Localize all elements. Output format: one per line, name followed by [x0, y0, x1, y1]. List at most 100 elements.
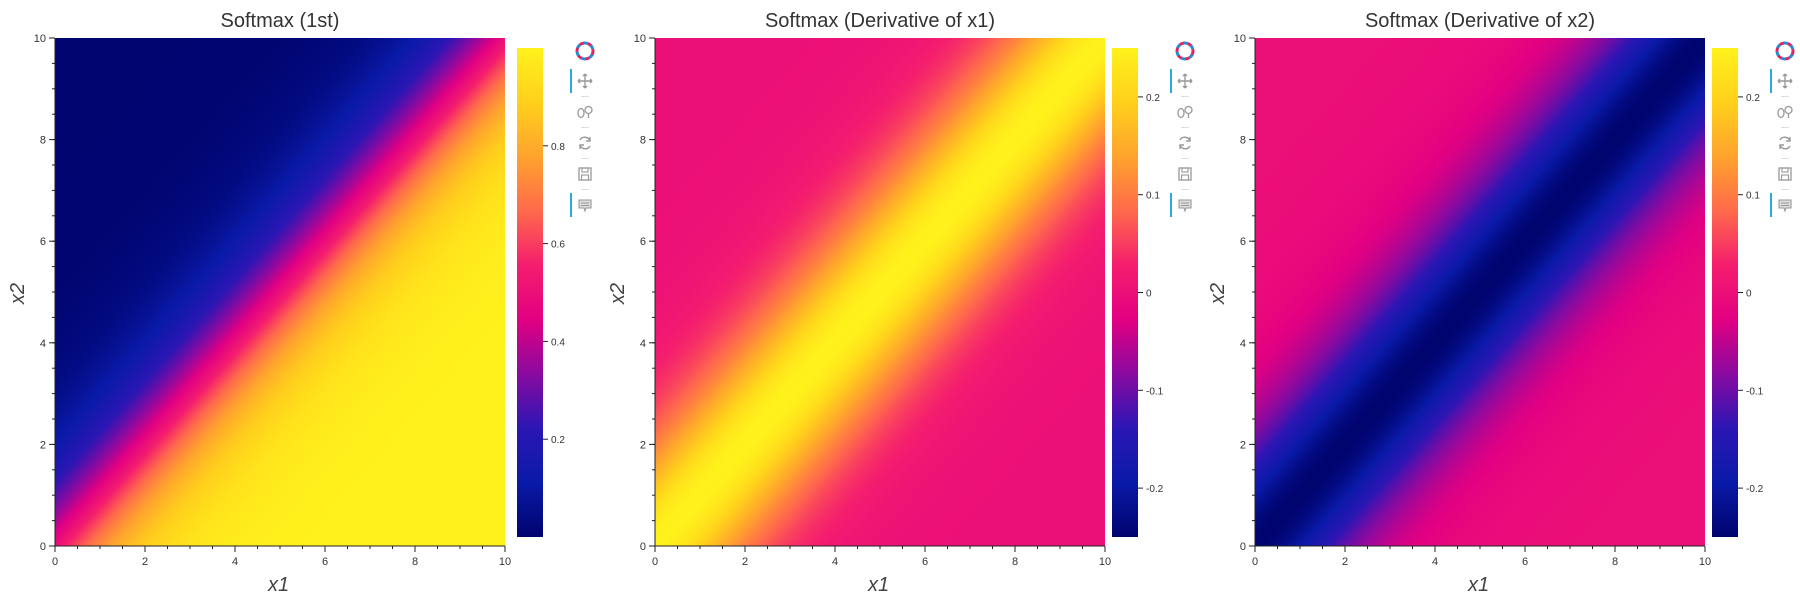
hover-icon — [1777, 197, 1793, 213]
toolbar-separator — [1781, 158, 1789, 159]
colorbar-tick-label: 0.1 — [1746, 191, 1760, 202]
hover-tool[interactable] — [1170, 190, 1200, 220]
toolbar-separator — [1781, 127, 1789, 128]
x-tick-label: 0 — [52, 556, 58, 568]
heatmap-plot[interactable] — [1255, 38, 1705, 546]
logo-tool — [570, 36, 600, 66]
x-tick-label: 4 — [832, 556, 838, 568]
pan-tool[interactable] — [1170, 66, 1200, 96]
logo-icon — [575, 41, 595, 61]
heatmap-canvas[interactable] — [1255, 38, 1705, 546]
axes: 0 2 4 6 8 10 0 2 4 6 8 10 — [634, 33, 1111, 568]
colorbar — [517, 48, 543, 537]
chart-panel-derivative-x1: Softmax (Derivative of x1) 0 2 4 6 8 10 0 2 4 6 8 1… — [600, 0, 1200, 600]
x-axis-label: x1 — [1468, 574, 1490, 596]
heatmap-canvas[interactable] — [55, 38, 505, 546]
wheel-zoom-tool[interactable] — [1170, 97, 1200, 127]
logo-icon — [1775, 41, 1795, 61]
y-tick-label: 8 — [1240, 135, 1246, 147]
x-tick-label: 10 — [1099, 556, 1111, 568]
hover-tool[interactable] — [570, 190, 600, 220]
toolbar-separator — [581, 189, 589, 190]
save-icon — [1177, 166, 1193, 182]
wheel-zoom-tool[interactable] — [1770, 97, 1800, 127]
x-tick-label: 8 — [1012, 556, 1018, 568]
x-tick-label: 2 — [742, 556, 748, 568]
chart-title: Softmax (Derivative of x2) — [1364, 10, 1596, 32]
y-tick-label: 0 — [40, 541, 46, 553]
colorbar-axis: -0.2 -0.1 0 0.1 0.2 — [1138, 93, 1164, 495]
save-icon — [1777, 166, 1793, 182]
colorbar-tick-label: -0.1 — [1146, 386, 1164, 397]
colorbar-gradient — [1712, 48, 1738, 537]
y-tick-label: 2 — [40, 439, 46, 451]
pan-icon — [1777, 73, 1793, 89]
y-tick-label: 4 — [1240, 338, 1246, 350]
heatmap-plot[interactable] — [55, 38, 505, 546]
wheel-zoom-icon — [576, 104, 594, 120]
colorbar-tick-label: -0.2 — [1146, 484, 1164, 495]
x-axis-label: x1 — [868, 574, 890, 596]
axes: 0 2 4 6 8 10 0 2 4 6 8 10 — [1234, 33, 1711, 568]
chart-title: Softmax (1st) — [220, 10, 340, 32]
x-tick-label: 10 — [499, 556, 511, 568]
x-tick-label: 6 — [922, 556, 928, 568]
save-icon — [577, 166, 593, 182]
x-tick-label: 8 — [412, 556, 418, 568]
y-tick-label: 0 — [640, 541, 646, 553]
y-tick-label: 10 — [634, 33, 646, 45]
y-tick-label: 0 — [1240, 541, 1246, 553]
y-tick-label: 10 — [1234, 33, 1246, 45]
colorbar-axis: -0.2 -0.1 0 0.1 0.2 — [1738, 93, 1764, 495]
logo-icon — [1175, 41, 1195, 61]
toolbar-separator — [581, 127, 589, 128]
toolbar — [1170, 36, 1200, 220]
heatmap-plot[interactable] — [655, 38, 1105, 546]
heatmap-canvas[interactable] — [655, 38, 1105, 546]
y-axis-label: x2 — [607, 282, 630, 305]
colorbar-gradient — [517, 48, 543, 537]
logo-tool — [1170, 36, 1200, 66]
x-tick-label: 2 — [142, 556, 148, 568]
wheel-zoom-icon — [1176, 104, 1194, 120]
wheel-zoom-tool[interactable] — [570, 97, 600, 127]
save-tool[interactable] — [1770, 159, 1800, 189]
x-tick-label: 6 — [322, 556, 328, 568]
reset-tool[interactable] — [570, 128, 600, 158]
y-tick-label: 8 — [640, 135, 646, 147]
pan-tool[interactable] — [570, 66, 600, 96]
y-axis-label: x2 — [1207, 282, 1230, 305]
colorbar-tick-label: 0 — [1146, 289, 1152, 300]
save-tool[interactable] — [1170, 159, 1200, 189]
toolbar-separator — [581, 158, 589, 159]
colorbar-gradient — [1112, 48, 1138, 537]
logo-tool — [1770, 36, 1800, 66]
pan-tool[interactable] — [1770, 66, 1800, 96]
colorbar-tick-label: 0.2 — [1746, 93, 1760, 104]
hover-icon — [1177, 197, 1193, 213]
toolbar-separator — [1181, 189, 1189, 190]
x-tick-label: 10 — [1699, 556, 1711, 568]
wheel-zoom-icon — [1776, 104, 1794, 120]
colorbar-tick-label: 0.6 — [551, 240, 565, 251]
reset-icon — [577, 135, 593, 151]
x-tick-label: 8 — [1612, 556, 1618, 568]
y-axis-label: x2 — [7, 282, 30, 305]
y-tick-label: 2 — [640, 439, 646, 451]
toolbar-separator — [1181, 96, 1189, 97]
toolbar-separator — [1181, 158, 1189, 159]
save-tool[interactable] — [570, 159, 600, 189]
x-tick-label: 0 — [1252, 556, 1258, 568]
colorbar-tick-label: 0.8 — [551, 142, 565, 153]
hover-icon — [577, 197, 593, 213]
reset-tool[interactable] — [1770, 128, 1800, 158]
y-tick-label: 6 — [1240, 236, 1246, 248]
colorbar-tick-label: 0 — [1746, 289, 1752, 300]
hover-tool[interactable] — [1770, 190, 1800, 220]
x-tick-label: 4 — [1432, 556, 1438, 568]
reset-tool[interactable] — [1170, 128, 1200, 158]
pan-icon — [577, 73, 593, 89]
y-tick-label: 4 — [640, 338, 646, 350]
chart-title: Softmax (Derivative of x1) — [764, 10, 996, 32]
colorbar-tick-label: 0.4 — [551, 337, 565, 348]
